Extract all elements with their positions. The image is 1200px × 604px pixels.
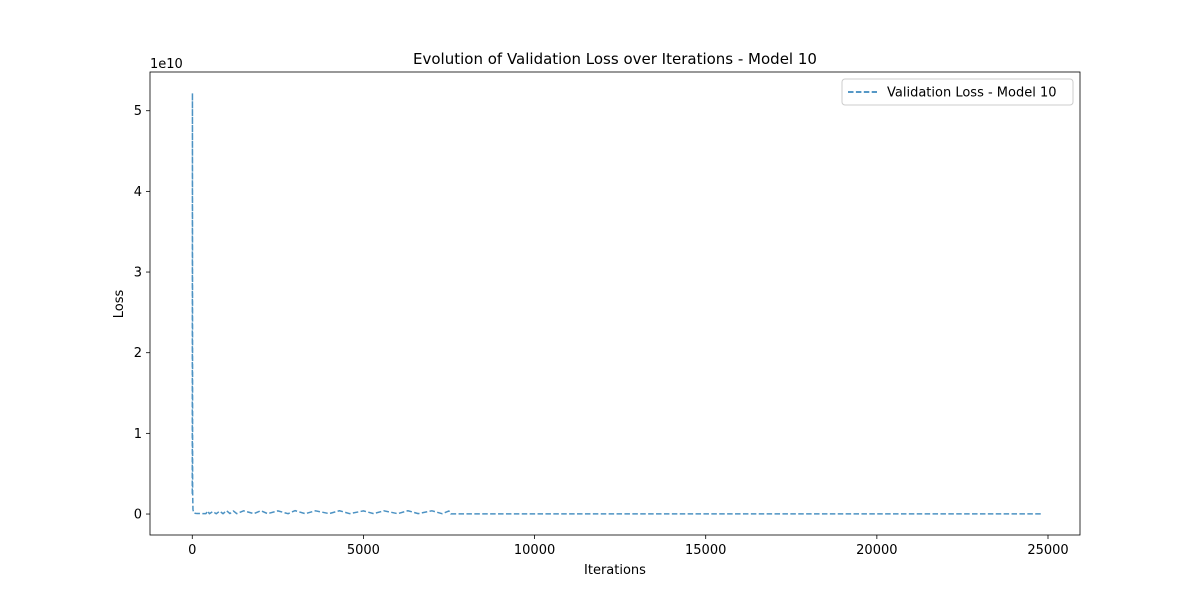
series-line-0: [191, 92, 1042, 515]
x-tick-label: 20000: [856, 543, 897, 558]
series-layer: [191, 92, 1042, 515]
x-tick-label: 0: [188, 543, 196, 558]
x-tick-label: 15000: [685, 543, 726, 558]
plot-frame: [149, 71, 1081, 536]
x-axis-label: Iterations: [584, 563, 646, 578]
y-axis-ticks: 0 1 2 3 4 5: [134, 104, 150, 523]
x-tick-label: 10000: [514, 543, 555, 558]
y-tick-label: 0: [134, 508, 142, 523]
y-tick-label: 5: [134, 104, 142, 119]
x-tick-label: 25000: [1027, 543, 1068, 558]
legend-label: Validation Loss - Model 10: [887, 86, 1057, 101]
x-axis-ticks: 0 5000 10000 15000 20000 25000: [188, 535, 1069, 558]
chart-title: Evolution of Validation Loss over Iterat…: [413, 50, 817, 68]
y-axis-label: Loss: [112, 290, 127, 319]
plot-area: [150, 72, 1080, 535]
y-tick-label: 4: [134, 185, 142, 200]
y-tick-label: 3: [134, 266, 142, 281]
y-axis-offset-label: 1e10: [150, 57, 183, 72]
legend-box: [841, 78, 1074, 106]
y-tick-label: 2: [134, 346, 142, 361]
legend: Validation Loss - Model 10: [841, 78, 1074, 106]
x-tick-label: 5000: [347, 543, 380, 558]
y-tick-label: 1: [134, 427, 142, 442]
